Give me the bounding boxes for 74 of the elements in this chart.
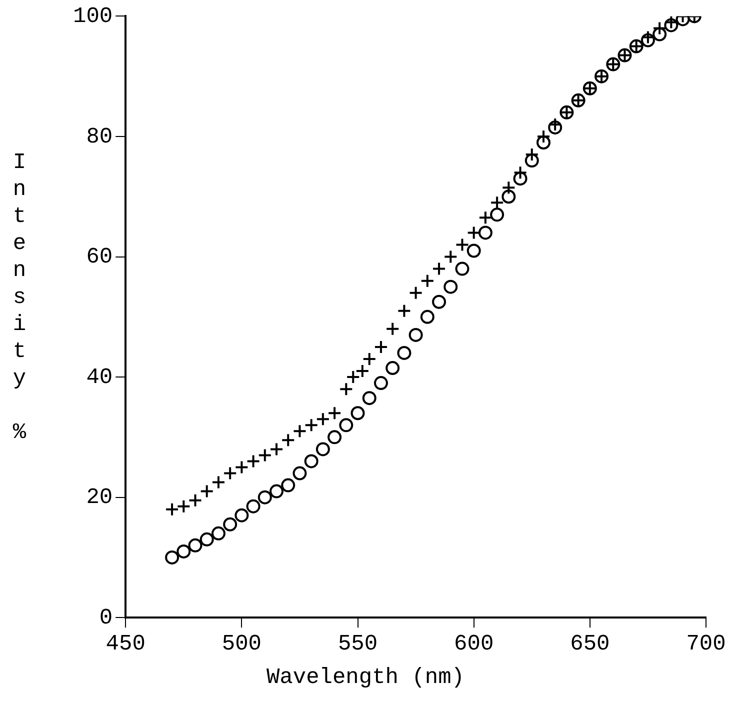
point: [176, 544, 191, 558]
x-tick-label: 500: [222, 632, 262, 657]
point: [362, 391, 376, 406]
point: [328, 406, 342, 420]
point: [490, 208, 504, 222]
x-tick-label: 650: [570, 632, 610, 657]
point: [397, 346, 412, 360]
point: [397, 304, 412, 318]
point: [188, 538, 202, 552]
point: [176, 499, 191, 514]
point: [211, 526, 226, 540]
point: [466, 244, 481, 258]
point: [455, 238, 470, 252]
point: [350, 406, 365, 420]
point: [165, 502, 180, 516]
x-tick-label: 700: [686, 632, 726, 657]
point: [281, 433, 296, 448]
point: [339, 382, 354, 396]
point: [513, 172, 528, 186]
point: [664, 18, 678, 32]
point: [444, 280, 458, 294]
point: [455, 262, 470, 276]
point: [258, 490, 272, 504]
point: [444, 250, 458, 264]
point: [548, 120, 562, 134]
point: [281, 478, 296, 492]
point: [270, 484, 284, 498]
point: [200, 484, 214, 498]
x-tick-label: 450: [106, 632, 146, 657]
point: [374, 376, 388, 390]
point: [432, 262, 446, 276]
point: [502, 190, 516, 204]
point: [200, 532, 214, 546]
point: [386, 322, 400, 336]
point: [234, 460, 249, 474]
point: [652, 27, 667, 42]
x-axis-title: Wavelength (nm): [265, 665, 466, 690]
point: [420, 310, 434, 324]
point: [246, 454, 260, 468]
point: [386, 361, 400, 376]
y-tick-label: 0: [99, 605, 113, 630]
point: [258, 448, 272, 462]
point: [234, 508, 249, 522]
point: [478, 210, 492, 225]
point: [490, 196, 504, 210]
y-tick-label: 40: [86, 364, 113, 390]
point: [640, 33, 655, 48]
point: [339, 418, 354, 432]
x-tick-label: 600: [454, 632, 494, 657]
point: [211, 475, 226, 490]
point: [478, 226, 492, 240]
point: [408, 286, 423, 300]
point: [304, 454, 318, 468]
point: [316, 442, 330, 456]
point: [420, 274, 434, 288]
point: [165, 550, 180, 564]
point: [223, 517, 238, 532]
point: [408, 328, 423, 342]
y-tick-label: 20: [86, 485, 113, 510]
point: [246, 499, 260, 514]
point: [292, 424, 307, 438]
y-axis-title: Intensity %: [7, 150, 32, 447]
point: [316, 412, 330, 426]
x-tick-label: 550: [338, 632, 378, 657]
point: [188, 493, 202, 508]
point: [223, 466, 238, 480]
point: [304, 418, 318, 432]
y-tick-label: 60: [86, 244, 113, 270]
point: [524, 154, 539, 168]
y-tick-label: 100: [72, 4, 113, 30]
y-tick-label: 80: [86, 124, 113, 150]
point: [432, 294, 446, 309]
point: [328, 430, 342, 444]
point: [292, 466, 307, 480]
